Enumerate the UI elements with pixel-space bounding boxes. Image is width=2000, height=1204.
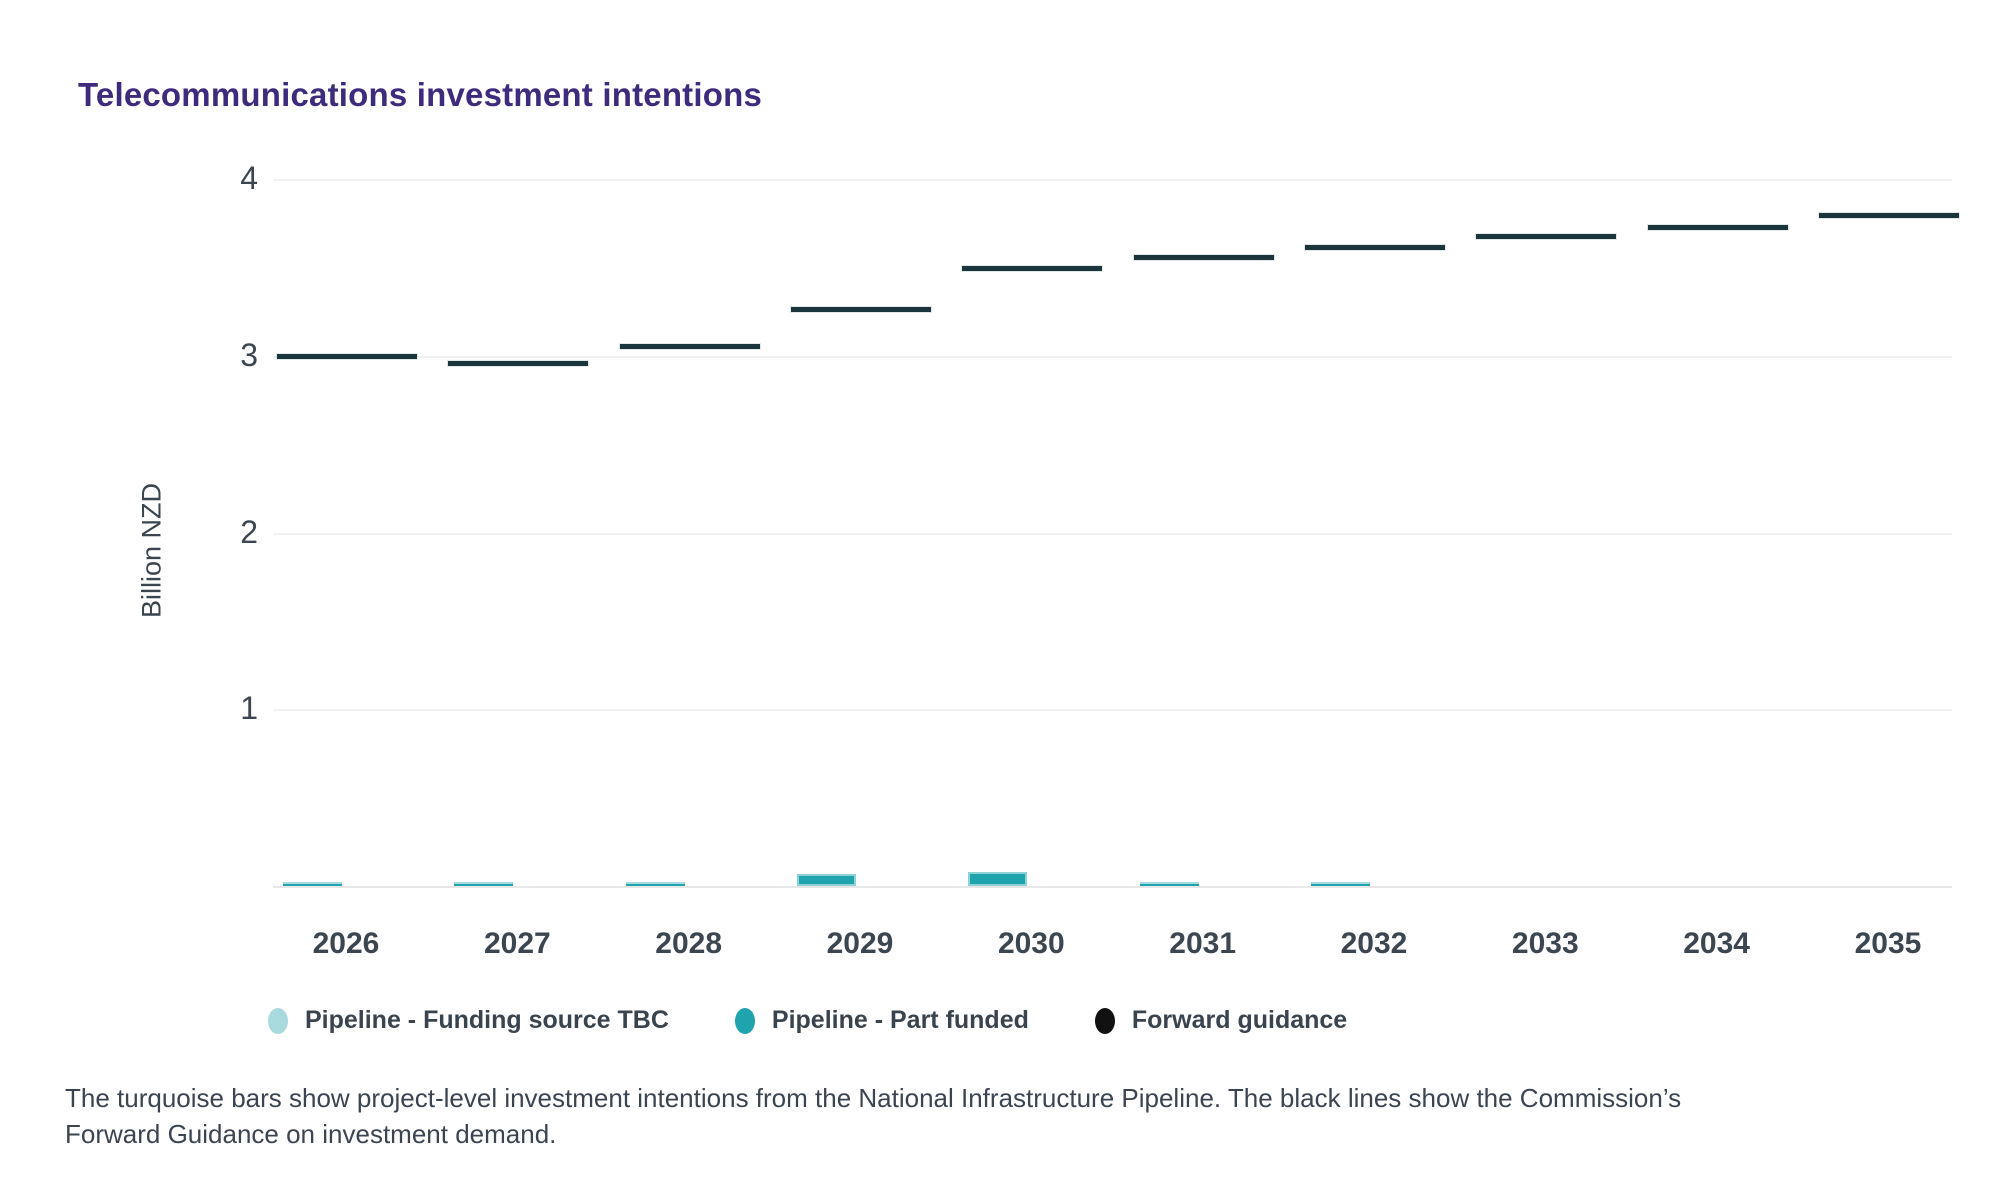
forward-guidance-line	[276, 353, 418, 361]
forward-guidance-line	[1817, 211, 1960, 219]
x-tick-label: 2026	[312, 927, 380, 960]
bar-funding-tbc	[454, 882, 514, 885]
gridline-2	[273, 532, 1952, 535]
bar-part-funded	[625, 884, 685, 886]
y-tick-label: 3	[240, 336, 258, 373]
x-tick-label: 2033	[1511, 927, 1579, 960]
bar-funding-tbc	[1139, 882, 1199, 885]
gridline-3	[273, 355, 1952, 358]
bar-part-funded	[968, 871, 1028, 886]
legend-item-1: Pipeline - Part funded	[734, 1006, 1029, 1035]
forward-guidance-line	[1475, 233, 1618, 241]
legend-label: Forward guidance	[1131, 1006, 1348, 1034]
caption-line-2: Forward Guidance on investment demand.	[65, 1119, 557, 1149]
legend-swatch-icon	[734, 1007, 755, 1034]
x-tick-label: 2032	[1340, 927, 1408, 960]
legend-swatch-icon	[268, 1007, 288, 1034]
y-tick-label: 2	[240, 513, 258, 550]
x-tick-label: 2034	[1683, 927, 1750, 960]
bar-part-funded	[283, 884, 342, 886]
x-tick-label: 2030	[997, 927, 1065, 960]
forward-guidance-line	[1303, 243, 1446, 251]
gridline-1	[273, 709, 1952, 712]
legend-item-0: Pipeline - Funding source TBC	[268, 1006, 669, 1035]
x-tick-label: 2028	[655, 927, 723, 960]
forward-guidance-line	[961, 264, 1104, 272]
figure-caption: The turquoise bars show project-level in…	[65, 1080, 1965, 1152]
forward-guidance-line	[789, 305, 932, 313]
bar-funding-tbc	[283, 882, 342, 885]
chart-legend: Pipeline - Funding source TBC Pipeline - …	[268, 1006, 1347, 1035]
x-tick-label: 2029	[826, 927, 894, 960]
x-tick-label: 2027	[483, 927, 551, 960]
y-tick-label: 1	[240, 690, 258, 727]
forward-guidance-line	[1646, 224, 1789, 232]
y-tick-label: 4	[240, 160, 258, 196]
bar-funding-tbc	[1310, 882, 1370, 885]
caption-line-1: The turquoise bars show project-level in…	[65, 1083, 1682, 1113]
forward-guidance-line	[447, 360, 590, 368]
x-tick-label: 2035	[1854, 927, 1922, 960]
forward-guidance-line	[618, 342, 761, 350]
bar-part-funded	[1310, 884, 1370, 886]
x-tick-label: 2031	[1169, 927, 1237, 960]
chart-title: Telecommunications investment intentions	[78, 76, 763, 113]
legend-label: Pipeline - Funding source TBC	[305, 1006, 669, 1034]
bar-part-funded	[796, 873, 856, 886]
x-axis-baseline	[273, 886, 1952, 888]
bar-funding-tbc	[625, 882, 685, 885]
forward-guidance-line	[1132, 254, 1275, 262]
legend-swatch-icon	[1094, 1007, 1115, 1034]
bar-part-funded	[454, 884, 514, 886]
legend-label: Pipeline - Part funded	[771, 1006, 1029, 1034]
legend-item-2: Forward guidance	[1094, 1006, 1348, 1035]
bar-part-funded	[1139, 884, 1199, 886]
gridline-4	[273, 179, 1952, 181]
